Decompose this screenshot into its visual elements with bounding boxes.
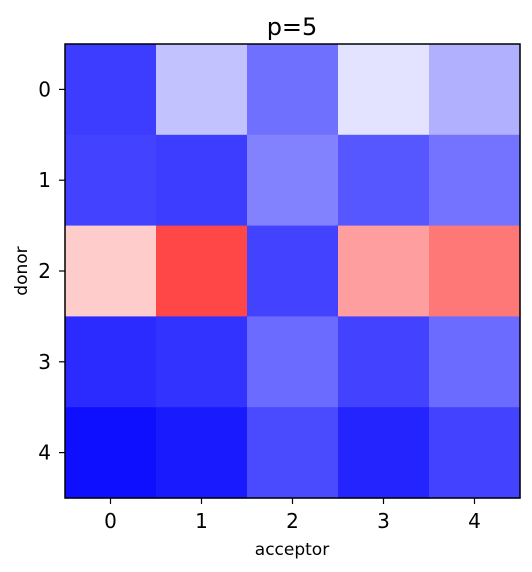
y-axis-label: donor bbox=[12, 246, 32, 295]
heatmap-cell-2-3 bbox=[338, 225, 430, 317]
heatmap-cell-1-1 bbox=[156, 134, 248, 227]
heatmap-cell-3-1 bbox=[156, 316, 248, 408]
heatmap-cell-2-0 bbox=[65, 225, 157, 317]
heatmap-cell-2-2 bbox=[247, 225, 339, 317]
y-axis-ticks: 0 1 2 3 4 bbox=[38, 77, 65, 465]
heatmap-cell-3-4 bbox=[429, 316, 521, 408]
heatmap-cell-4-0 bbox=[65, 407, 157, 499]
heatmap-cell-2-1 bbox=[156, 225, 248, 317]
y-tick-label: 2 bbox=[38, 259, 51, 283]
heatmap-cell-1-0 bbox=[65, 134, 157, 227]
x-axis-label: acceptor bbox=[255, 540, 329, 560]
x-tick-label: 2 bbox=[286, 509, 299, 533]
heatmap-cell-0-0 bbox=[65, 44, 157, 136]
heatmap-cell-4-4 bbox=[429, 407, 521, 499]
x-tick-label: 1 bbox=[195, 509, 208, 533]
heatmap-cell-1-2 bbox=[247, 134, 339, 227]
heatmap-cell-0-4 bbox=[429, 44, 521, 136]
heatmap-cell-2-4 bbox=[429, 225, 521, 317]
heatmap-cell-1-4 bbox=[429, 134, 521, 227]
heatmap-cell-0-3 bbox=[338, 44, 430, 136]
x-tick-label: 3 bbox=[377, 509, 390, 533]
heatmap-cell-4-1 bbox=[156, 407, 248, 499]
heatmap-cell-4-3 bbox=[338, 407, 430, 499]
heatmap-cell-3-0 bbox=[65, 316, 157, 408]
y-tick-label: 0 bbox=[38, 77, 51, 101]
x-axis-ticks: 0 1 2 3 4 bbox=[104, 498, 481, 533]
heatmap-cell-1-3 bbox=[338, 134, 430, 227]
y-tick-label: 3 bbox=[38, 350, 51, 374]
heatmap-cell-3-3 bbox=[338, 316, 430, 408]
heatmap-cell-4-2 bbox=[247, 407, 339, 499]
y-tick-label: 4 bbox=[38, 441, 51, 465]
heatmap-cell-3-2 bbox=[247, 316, 339, 408]
y-tick-label: 1 bbox=[38, 168, 51, 192]
heatmap-cell-0-1 bbox=[156, 44, 248, 136]
x-tick-label: 0 bbox=[104, 509, 117, 533]
x-tick-label: 4 bbox=[468, 509, 481, 533]
heatmap-cells bbox=[65, 44, 521, 499]
heatmap-cell-0-2 bbox=[247, 44, 339, 136]
chart-title: p=5 bbox=[267, 13, 318, 41]
